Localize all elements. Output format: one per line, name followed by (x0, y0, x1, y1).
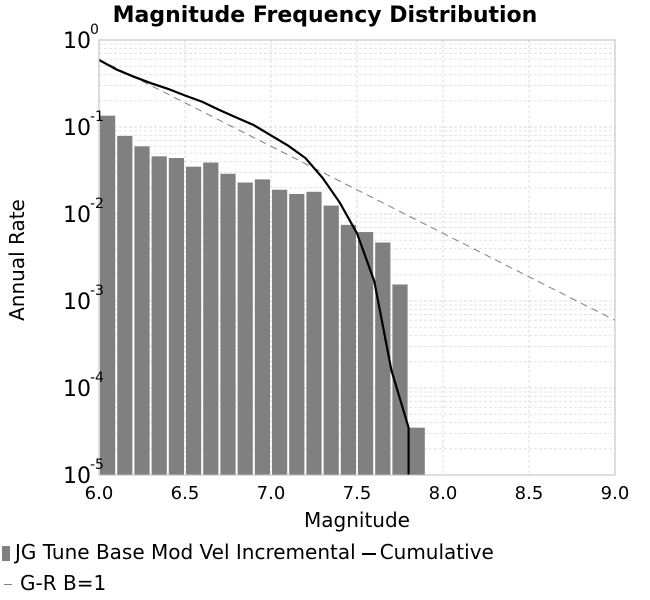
bar (409, 427, 425, 475)
chart-title: Magnitude Frequency Distribution (113, 3, 538, 28)
bar (186, 166, 202, 475)
bar (168, 158, 184, 475)
x-tick-label: 8.5 (515, 483, 544, 504)
bar (151, 156, 167, 475)
cumulative-line (98, 58, 410, 475)
y-tick-base: 10 (63, 203, 91, 228)
y-tick-base: 10 (63, 464, 91, 489)
x-axis-label: Magnitude (304, 508, 410, 532)
y-tick-base: 10 (63, 116, 91, 141)
legend-swatch-dashed (4, 584, 12, 585)
bar (254, 179, 270, 476)
y-tick-exponent: -5 (90, 457, 104, 473)
y-tick-exponent: -1 (90, 109, 104, 125)
legend-label-cumulative: Cumulative (379, 540, 494, 564)
legend-row-2: G-R B=1 (2, 571, 106, 595)
bar (340, 224, 356, 475)
bar (220, 173, 236, 476)
legend-swatch-bar (2, 546, 10, 561)
plot-frame (98, 39, 616, 476)
y-tick-exponent: -3 (90, 283, 104, 299)
bars-incremental (100, 115, 425, 476)
bar (289, 193, 305, 476)
legend-swatch-line (361, 552, 376, 555)
legend-row-1: JG Tune Base Mod Vel Incremental Cumulati… (2, 540, 494, 564)
y-tick-base: 10 (63, 29, 91, 54)
y-tick-base: 10 (63, 290, 91, 315)
bar (306, 191, 322, 475)
x-tick-label: 9.0 (601, 483, 630, 504)
x-tick-label: 7.0 (257, 483, 286, 504)
bar (237, 182, 253, 476)
bar (203, 162, 219, 475)
bar (392, 284, 408, 475)
y-tick-exponent: -4 (90, 370, 104, 386)
x-tick-label: 6.0 (85, 483, 114, 504)
legend-label-incremental: JG Tune Base Mod Vel Incremental (15, 540, 356, 564)
y-tick-exponent: 0 (90, 22, 99, 38)
bar (272, 189, 288, 475)
x-tick-label: 6.5 (171, 483, 200, 504)
grid (99, 40, 615, 475)
x-tick-label: 7.5 (343, 483, 372, 504)
legend-label-gr: G-R B=1 (20, 571, 107, 595)
bar (117, 135, 133, 476)
series-lines (98, 58, 616, 475)
gr-line (98, 58, 616, 321)
bar (358, 232, 374, 475)
x-tick-label: 8.0 (429, 483, 458, 504)
bar (323, 205, 339, 475)
y-axis-label: Annual Rate (5, 199, 29, 321)
bar (100, 115, 116, 476)
x-tick-labels: 6.0 6.5 7.0 7.5 8.0 8.5 9.0 (85, 483, 630, 504)
y-tick-base: 10 (63, 377, 91, 402)
y-tick-exponent: -2 (90, 196, 104, 212)
bar (134, 146, 150, 475)
